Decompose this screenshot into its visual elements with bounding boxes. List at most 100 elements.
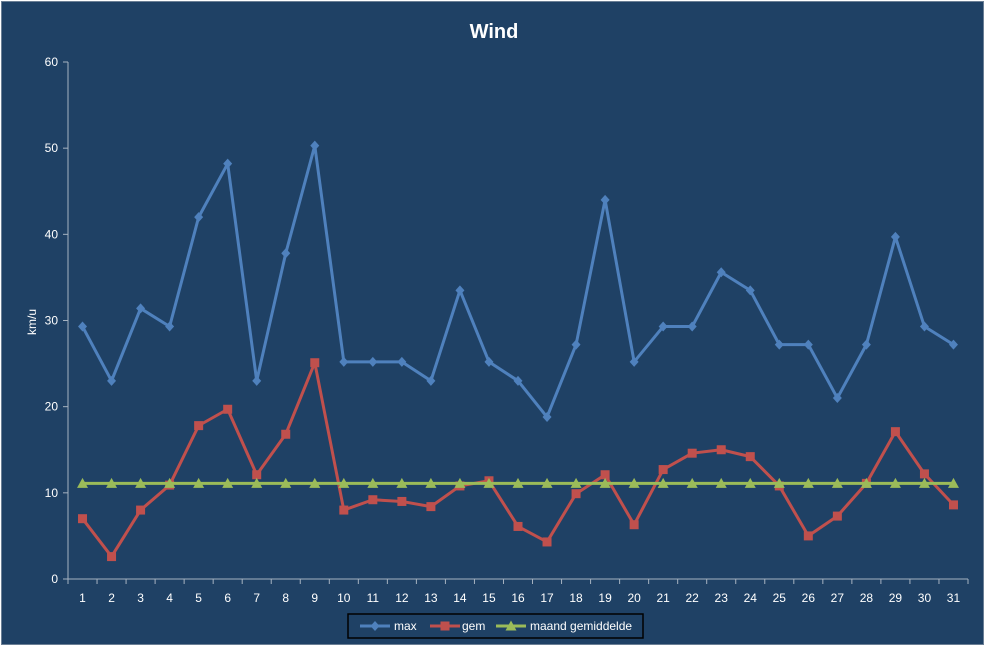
data-point-marker: [600, 194, 610, 205]
data-point-marker: [397, 496, 407, 506]
data-point-marker: [541, 477, 553, 488]
data-point-marker: [165, 321, 175, 332]
data-point-marker: [628, 477, 640, 488]
data-point-marker: [832, 511, 842, 521]
legend-entry: max: [360, 619, 417, 633]
data-point-marker: [135, 477, 147, 488]
x-tick-label: 13: [424, 591, 438, 605]
data-point-marker: [194, 212, 204, 223]
data-point-marker: [136, 505, 146, 515]
data-point-marker: [599, 477, 611, 488]
data-point-marker: [919, 469, 929, 479]
legend-label: max: [394, 619, 417, 633]
x-tick-label: 9: [311, 591, 318, 605]
x-tick-label: 1: [79, 591, 86, 605]
legend-label: gem: [462, 619, 485, 633]
legend: max gem maand gemiddelde: [347, 613, 644, 639]
data-point-marker: [861, 339, 871, 350]
data-point-marker: [223, 158, 233, 169]
data-point-marker: [745, 285, 755, 296]
chart-title: Wind: [470, 21, 519, 43]
data-point-marker: [802, 477, 814, 488]
x-tick-label: 18: [569, 591, 583, 605]
data-point-marker: [368, 495, 378, 505]
x-tick-label: 2: [108, 591, 115, 605]
x-tick-label: 6: [224, 591, 231, 605]
data-point-marker: [339, 505, 349, 515]
data-point-marker: [542, 537, 552, 547]
data-point-marker: [745, 452, 755, 462]
y-tick-label: 20: [45, 400, 59, 414]
data-point-marker: [744, 477, 756, 488]
x-tick-label: 4: [166, 591, 173, 605]
data-point-marker: [455, 285, 465, 296]
data-point-marker: [454, 477, 466, 488]
x-tick-label: 11: [367, 591, 380, 605]
legend-entry: maand gemiddelde: [496, 619, 632, 633]
data-point-marker: [77, 477, 89, 488]
data-point-marker: [657, 477, 669, 488]
y-axis-label: km/u: [25, 309, 39, 335]
data-point-marker: [889, 477, 901, 488]
y-tick-label: 10: [45, 486, 59, 500]
data-point-marker: [513, 375, 523, 386]
data-point-marker: [687, 448, 697, 458]
x-tick-label: 16: [511, 591, 525, 605]
x-tick-label: 22: [686, 591, 700, 605]
x-tick-label: 12: [395, 591, 409, 605]
x-tick-label: 7: [253, 591, 260, 605]
data-point-marker: [106, 477, 118, 488]
data-point-marker: [367, 477, 379, 488]
legend-label: maand gemiddelde: [530, 619, 632, 633]
data-point-marker: [831, 477, 843, 488]
data-point-marker: [280, 477, 292, 488]
data-point-marker: [281, 429, 291, 439]
series-layer: [77, 140, 959, 562]
data-point-marker: [947, 477, 959, 488]
x-tick-label: 20: [627, 591, 641, 605]
data-point-marker: [78, 514, 88, 524]
data-point-marker: [484, 356, 494, 367]
x-tick-label: 19: [598, 591, 612, 605]
x-tick-label: 31: [947, 591, 961, 605]
x-tick-label: 10: [337, 591, 351, 605]
x-tick-label: 17: [540, 591, 554, 605]
y-tick-label: 40: [45, 227, 59, 241]
data-point-marker: [513, 521, 523, 531]
x-tick-label: 26: [802, 591, 816, 605]
data-point-marker: [571, 489, 581, 499]
data-point-marker: [426, 375, 436, 386]
x-tick-label: 23: [715, 591, 729, 605]
data-point-marker: [425, 477, 437, 488]
data-point-marker: [803, 339, 813, 350]
data-point-marker: [658, 465, 668, 475]
data-point-marker: [397, 356, 407, 367]
data-point-marker: [483, 477, 495, 488]
data-point-marker: [918, 477, 930, 488]
y-tick-label: 30: [45, 314, 59, 328]
data-point-marker: [370, 621, 380, 631]
data-point-marker: [309, 477, 321, 488]
data-point-marker: [948, 500, 958, 510]
data-point-marker: [890, 427, 900, 437]
x-tick-label: 8: [282, 591, 289, 605]
x-tick-label: 28: [860, 591, 874, 605]
x-tick-label: 29: [889, 591, 903, 605]
data-point-marker: [107, 552, 117, 562]
data-point-marker: [600, 470, 610, 480]
data-point-marker: [107, 375, 117, 386]
x-tick-label: 30: [918, 591, 932, 605]
data-point-marker: [339, 356, 349, 367]
legend-entry: gem: [430, 619, 485, 633]
x-tick-label: 14: [453, 591, 467, 605]
data-point-marker: [687, 321, 697, 332]
data-point-marker: [890, 231, 900, 242]
x-tick-label: 24: [744, 591, 758, 605]
x-tick-label: 5: [195, 591, 202, 605]
data-point-marker: [310, 358, 320, 368]
data-point-marker: [426, 502, 436, 512]
data-point-marker: [686, 477, 698, 488]
